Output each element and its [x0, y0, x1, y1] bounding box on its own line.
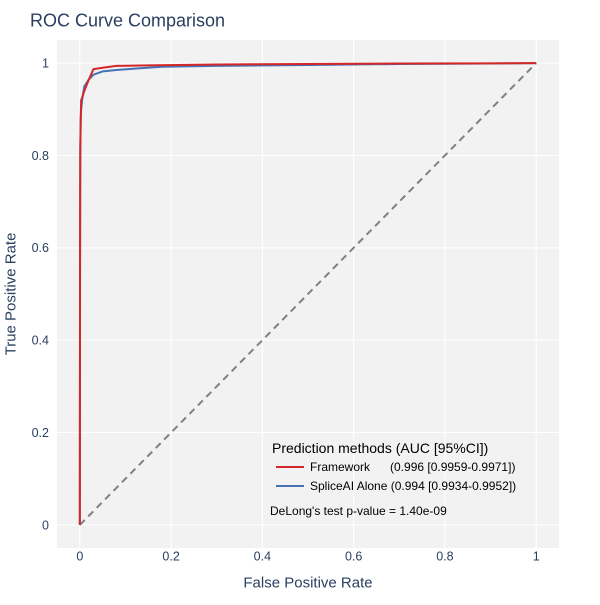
x-tick-label: 0.8	[436, 549, 453, 563]
legend-label-framework: Framework (0.996 [0.9959-0.9971])	[310, 460, 515, 474]
tick-labels: 0 0.2 0.4 0.6 0.8 1 0 0.2 0.4 0.6 0.8 1	[32, 56, 540, 563]
legend-title: Prediction methods (AUC [95%CI])	[272, 440, 488, 456]
series-line-random	[79, 62, 537, 526]
delong-annotation: DeLong's test p-value = 1.40e-09	[270, 504, 447, 518]
x-tick-label: 0	[76, 549, 83, 563]
y-axis-title: True Positive Rate	[2, 233, 19, 356]
chart-title: ROC Curve Comparison	[30, 10, 225, 30]
y-tick-label: 0.8	[32, 149, 49, 163]
x-axis-title: False Positive Rate	[243, 574, 372, 591]
y-tick-label: 1	[42, 56, 49, 70]
legend-label-spliceai: SpliceAI Alone (0.994 [0.9934-0.9952])	[310, 479, 516, 493]
x-tick-label: 1	[533, 549, 540, 563]
x-tick-label: 0.4	[254, 549, 271, 563]
x-tick-label: 0.2	[162, 549, 179, 563]
x-tick-label: 0.6	[345, 549, 362, 563]
y-tick-label: 0.6	[32, 241, 49, 255]
legend: Prediction methods (AUC [95%CI]) Framewo…	[272, 440, 516, 493]
grid-lines	[57, 40, 559, 548]
series-lines	[78, 62, 537, 526]
y-tick-label: 0	[42, 518, 49, 532]
y-tick-label: 0.4	[32, 334, 49, 348]
y-tick-label: 0.2	[32, 426, 49, 440]
series-line-framework	[78, 62, 537, 525]
